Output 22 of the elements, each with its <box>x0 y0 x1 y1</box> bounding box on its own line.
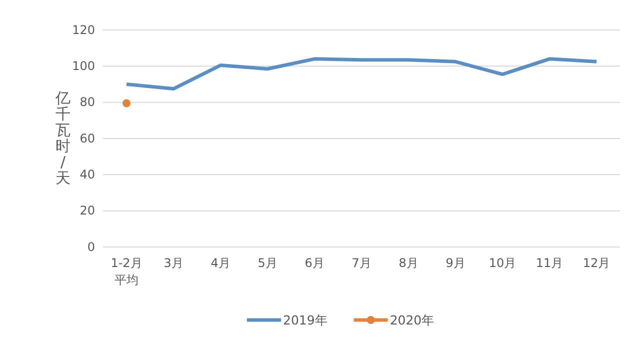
x-tick-label: 6月 <box>304 256 324 270</box>
y-tick-label: 80 <box>80 95 95 110</box>
line-series <box>124 57 598 91</box>
y-tick-label: 120 <box>72 22 95 37</box>
x-tick-label: 8月 <box>398 256 418 270</box>
x-tick-label: 7月 <box>352 256 372 270</box>
x-tick-label: 4月 <box>210 256 230 270</box>
y-tick-label: 0 <box>87 240 95 254</box>
legend-label: 2019年 <box>283 312 328 328</box>
y-tick-label: 100 <box>72 59 95 74</box>
legend-label: 2020年 <box>390 312 435 328</box>
x-tick-label: 12月 <box>582 256 610 270</box>
x-tick-label: 3月 <box>164 256 184 270</box>
x-tick-label: 9月 <box>446 256 466 270</box>
x-tick-label: 5月 <box>258 256 278 270</box>
y-tick-label: 40 <box>80 168 95 182</box>
y-axis-title: 亿千瓦时/天 <box>54 89 70 187</box>
x-tick-label: 11月 <box>536 256 564 270</box>
x-tick-label: 1-2月平均 <box>110 256 142 287</box>
y-tick-label: 60 <box>80 131 95 146</box>
y-tick-label: 20 <box>80 204 95 218</box>
x-tick-label: 10月 <box>488 256 516 270</box>
